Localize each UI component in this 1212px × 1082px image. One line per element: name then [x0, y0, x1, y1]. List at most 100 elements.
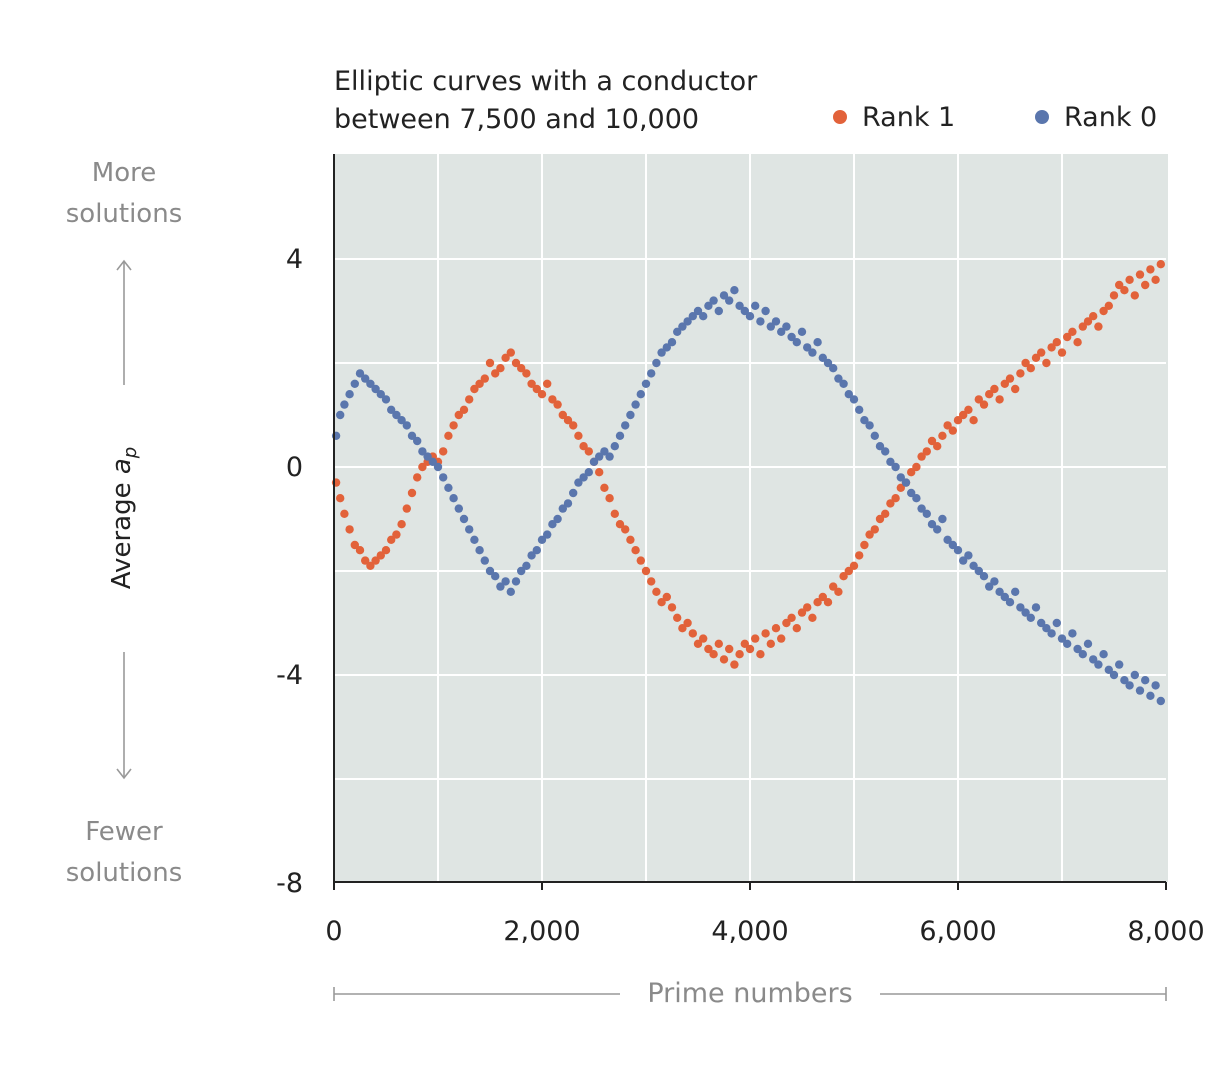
data-point-rank-0 [584, 468, 593, 477]
data-point-rank-0 [345, 390, 354, 399]
data-point-rank-0 [865, 421, 874, 430]
data-point-rank-1 [657, 598, 666, 607]
legend-marker-rank-1 [833, 110, 847, 124]
data-point-rank-1 [673, 613, 682, 622]
data-point-rank-0 [896, 473, 905, 482]
data-point-rank-0 [995, 587, 1004, 596]
data-point-rank-1 [595, 468, 604, 477]
arrow-down-icon [116, 652, 132, 780]
data-point-rank-1 [652, 587, 661, 596]
data-point-rank-1 [704, 644, 713, 654]
data-point-rank-0 [979, 572, 989, 581]
data-point-rank-1 [1104, 301, 1114, 310]
data-point-rank-0 [1063, 639, 1072, 648]
data-point-rank-1 [1135, 270, 1145, 279]
chart-title-line-1: Elliptic curves with a conductor [334, 66, 758, 97]
data-point-rank-1 [865, 530, 874, 539]
data-point-rank-1 [766, 639, 775, 648]
data-point-rank-1 [740, 639, 749, 648]
data-point-rank-1 [969, 416, 978, 425]
data-point-rank-1 [1052, 338, 1062, 347]
data-point-rank-1 [1000, 379, 1009, 388]
data-point-rank-0 [1000, 592, 1009, 602]
data-point-rank-1 [662, 592, 671, 602]
data-point-rank-0 [475, 546, 484, 555]
data-point-rank-1 [636, 556, 645, 565]
data-point-rank-0 [423, 452, 432, 461]
data-point-rank-0 [1042, 624, 1051, 633]
data-point-rank-1 [1156, 260, 1166, 269]
data-point-rank-0 [574, 478, 583, 487]
data-point-rank-0 [361, 374, 370, 383]
data-point-rank-1 [543, 379, 552, 388]
annotation-fewer-line-2: solutions [66, 858, 183, 888]
data-point-rank-0 [563, 499, 573, 508]
chart-title-line-2: between 7,500 and 10,000 [334, 104, 699, 135]
data-point-rank-0 [1078, 650, 1088, 659]
data-point-rank-0 [990, 577, 999, 586]
annotation-fewer-line-1: Fewer [85, 817, 163, 847]
data-point-rank-1 [1047, 343, 1056, 352]
data-point-rank-1 [948, 426, 957, 435]
legend-label-rank-1: Rank 1 [862, 102, 955, 133]
data-point-rank-0 [1073, 644, 1082, 654]
data-point-rank-0 [511, 577, 521, 586]
data-point-rank-0 [336, 410, 345, 420]
data-point-rank-1 [345, 525, 354, 534]
data-point-rank-0 [912, 494, 921, 503]
data-point-rank-0 [1104, 665, 1114, 674]
data-point-rank-0 [688, 312, 697, 321]
data-point-rank-0 [1094, 660, 1103, 669]
data-point-rank-0 [652, 358, 661, 368]
data-point-rank-0 [1125, 681, 1134, 690]
data-point-rank-0 [459, 514, 469, 524]
data-point-rank-0 [678, 322, 687, 331]
data-point-rank-0 [1011, 587, 1020, 596]
data-point-rank-1 [553, 400, 562, 409]
data-point-rank-0 [735, 301, 744, 310]
data-point-rank-0 [501, 577, 510, 586]
data-point-rank-1 [444, 431, 453, 440]
data-point-rank-0 [709, 296, 718, 305]
data-point-rank-1 [506, 348, 515, 357]
data-point-rank-0 [787, 332, 796, 342]
data-point-rank-1 [907, 468, 916, 477]
data-point-rank-0 [407, 431, 417, 440]
data-point-rank-1 [465, 395, 474, 404]
annotation-more-line-2: solutions [66, 199, 183, 229]
data-point-rank-0 [465, 525, 474, 534]
data-point-rank-0 [901, 478, 911, 487]
data-point-rank-0 [907, 488, 916, 498]
data-point-rank-1 [439, 447, 448, 456]
data-point-rank-1 [449, 421, 458, 430]
data-point-rank-1 [886, 499, 895, 508]
data-point-rank-0 [792, 338, 801, 347]
data-point-rank-1 [1073, 338, 1082, 347]
data-point-rank-1 [517, 364, 526, 373]
data-point-rank-0 [818, 353, 827, 362]
data-point-rank-0 [844, 390, 853, 399]
data-point-rank-0 [1057, 634, 1067, 643]
data-point-rank-0 [813, 338, 822, 347]
x-tick-label: 2,000 [503, 916, 580, 947]
arrow-up-icon [116, 259, 132, 385]
data-point-rank-1 [985, 390, 994, 399]
data-point-rank-0 [969, 561, 978, 570]
data-point-rank-0 [917, 504, 926, 513]
y-tick-label: -4 [276, 660, 303, 691]
data-point-rank-1 [392, 530, 401, 539]
data-point-rank-1 [1151, 275, 1160, 284]
data-point-rank-1 [777, 634, 786, 643]
data-point-rank-0 [366, 379, 375, 388]
data-point-rank-1 [881, 509, 890, 518]
data-point-rank-0 [543, 530, 552, 539]
data-point-rank-0 [433, 462, 443, 472]
data-point-rank-0 [626, 410, 635, 420]
data-point-rank-1 [1099, 306, 1108, 316]
data-point-rank-0 [615, 431, 625, 440]
data-point-rank-0 [1031, 603, 1041, 612]
data-point-rank-1 [725, 644, 734, 654]
data-point-rank-0 [636, 390, 645, 399]
data-point-rank-1 [491, 369, 500, 378]
annotation-more-line-1: More [92, 158, 156, 188]
